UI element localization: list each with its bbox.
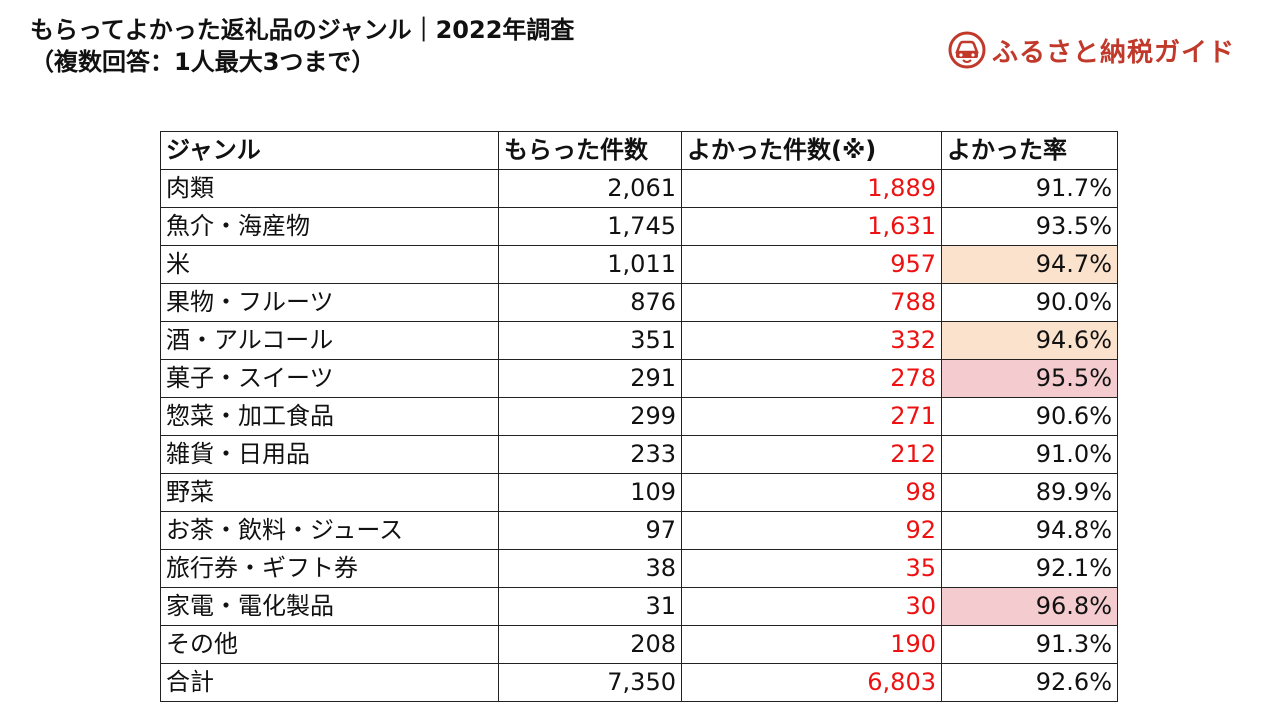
cell-good: 98	[681, 473, 942, 512]
table-row: 雑貨・日用品 233 212 91.0%	[160, 435, 1118, 474]
table-header-row: ジャンル もらった件数 よかった件数(※) よかった率	[160, 131, 1118, 170]
cell-genre: 雑貨・日用品	[160, 435, 499, 474]
cell-genre: 米	[160, 245, 499, 284]
cell-rate: 96.8%	[941, 587, 1118, 626]
cell-good: 332	[681, 321, 942, 360]
cell-good: 278	[681, 359, 942, 398]
cell-rate: 92.1%	[941, 549, 1118, 588]
cell-rate: 89.9%	[941, 473, 1118, 512]
header-genre: ジャンル	[160, 131, 499, 170]
cell-good: 957	[681, 245, 942, 284]
title-line-1: もらってよかった返礼品のジャンル｜2022年調査	[30, 16, 575, 44]
table-row: 家電・電化製品 31 30 96.8%	[160, 587, 1118, 626]
table-body: 肉類 2,061 1,889 91.7% 魚介・海産物 1,745 1,631 93.5% 米 1…	[160, 169, 1118, 702]
cell-genre: 合計	[160, 663, 499, 702]
cell-genre: 野菜	[160, 473, 499, 512]
cell-rate: 95.5%	[941, 359, 1118, 398]
cell-received: 208	[498, 625, 682, 664]
cell-genre: 家電・電化製品	[160, 587, 499, 626]
cell-genre: 酒・アルコール	[160, 321, 499, 360]
table-row: 菓子・スイーツ 291 278 95.5%	[160, 359, 1118, 398]
cell-good: 788	[681, 283, 942, 322]
cell-good: 30	[681, 587, 942, 626]
cell-genre: 肉類	[160, 169, 499, 208]
cell-genre: 惣菜・加工食品	[160, 397, 499, 436]
cell-good: 1,889	[681, 169, 942, 208]
cell-good: 271	[681, 397, 942, 436]
cell-received: 876	[498, 283, 682, 322]
table-row: 果物・フルーツ 876 788 90.0%	[160, 283, 1118, 322]
logo-text: ふるさと納税ガイド	[992, 37, 1236, 68]
cell-rate: 91.0%	[941, 435, 1118, 474]
cell-received: 233	[498, 435, 682, 474]
cell-genre: 菓子・スイーツ	[160, 359, 499, 398]
page-title: もらってよかった返礼品のジャンル｜2022年調査 （複数回答：1人最大3つまで）	[30, 14, 574, 78]
cell-good: 6,803	[681, 663, 942, 702]
table-row: その他 208 190 91.3%	[160, 625, 1118, 664]
cell-rate: 90.0%	[941, 283, 1118, 322]
cell-rate: 94.8%	[941, 511, 1118, 550]
cell-genre: その他	[160, 625, 499, 664]
cell-rate: 94.7%	[941, 245, 1118, 284]
title-line-2: （複数回答：1人最大3つまで）	[30, 48, 376, 76]
cell-received: 97	[498, 511, 682, 550]
cell-genre: 果物・フルーツ	[160, 283, 499, 322]
cell-good: 1,631	[681, 207, 942, 246]
brand-logo: ふるさと納税ガイド	[948, 30, 1235, 70]
table-row: 米 1,011 957 94.7%	[160, 245, 1118, 284]
cell-rate: 94.6%	[941, 321, 1118, 360]
table-row: 肉類 2,061 1,889 91.7%	[160, 169, 1118, 208]
cell-rate: 92.6%	[941, 663, 1118, 702]
cell-received: 299	[498, 397, 682, 436]
table-row: お茶・飲料・ジュース 97 92 94.8%	[160, 511, 1118, 550]
cell-rate: 93.5%	[941, 207, 1118, 246]
cell-received: 291	[498, 359, 682, 398]
table-row: 旅行券・ギフト券 38 35 92.1%	[160, 549, 1118, 588]
header-rate: よかった率	[941, 131, 1118, 170]
cell-genre: お茶・飲料・ジュース	[160, 511, 499, 550]
cell-received: 109	[498, 473, 682, 512]
cell-rate: 91.7%	[941, 169, 1118, 208]
cell-received: 7,350	[498, 663, 682, 702]
cell-genre: 魚介・海産物	[160, 207, 499, 246]
cell-good: 190	[681, 625, 942, 664]
table-row: 魚介・海産物 1,745 1,631 93.5%	[160, 207, 1118, 246]
cell-rate: 90.6%	[941, 397, 1118, 436]
header-received: もらった件数	[498, 131, 682, 170]
table-row: 惣菜・加工食品 299 271 90.6%	[160, 397, 1118, 436]
cell-received: 351	[498, 321, 682, 360]
cell-received: 1,745	[498, 207, 682, 246]
cell-good: 212	[681, 435, 942, 474]
table-row: 野菜 109 98 89.9%	[160, 473, 1118, 512]
table-row: 酒・アルコール 351 332 94.6%	[160, 321, 1118, 360]
car-face-logo-icon	[948, 31, 986, 69]
cell-genre: 旅行券・ギフト券	[160, 549, 499, 588]
header-good: よかった件数(※)	[681, 131, 942, 170]
genre-table: ジャンル もらった件数 よかった件数(※) よかった率 肉類 2,061 1,889…	[160, 131, 1118, 702]
table-row: 合計 7,350 6,803 92.6%	[160, 663, 1118, 702]
cell-received: 38	[498, 549, 682, 588]
cell-received: 2,061	[498, 169, 682, 208]
cell-good: 35	[681, 549, 942, 588]
cell-received: 1,011	[498, 245, 682, 284]
cell-received: 31	[498, 587, 682, 626]
cell-rate: 91.3%	[941, 625, 1118, 664]
cell-good: 92	[681, 511, 942, 550]
